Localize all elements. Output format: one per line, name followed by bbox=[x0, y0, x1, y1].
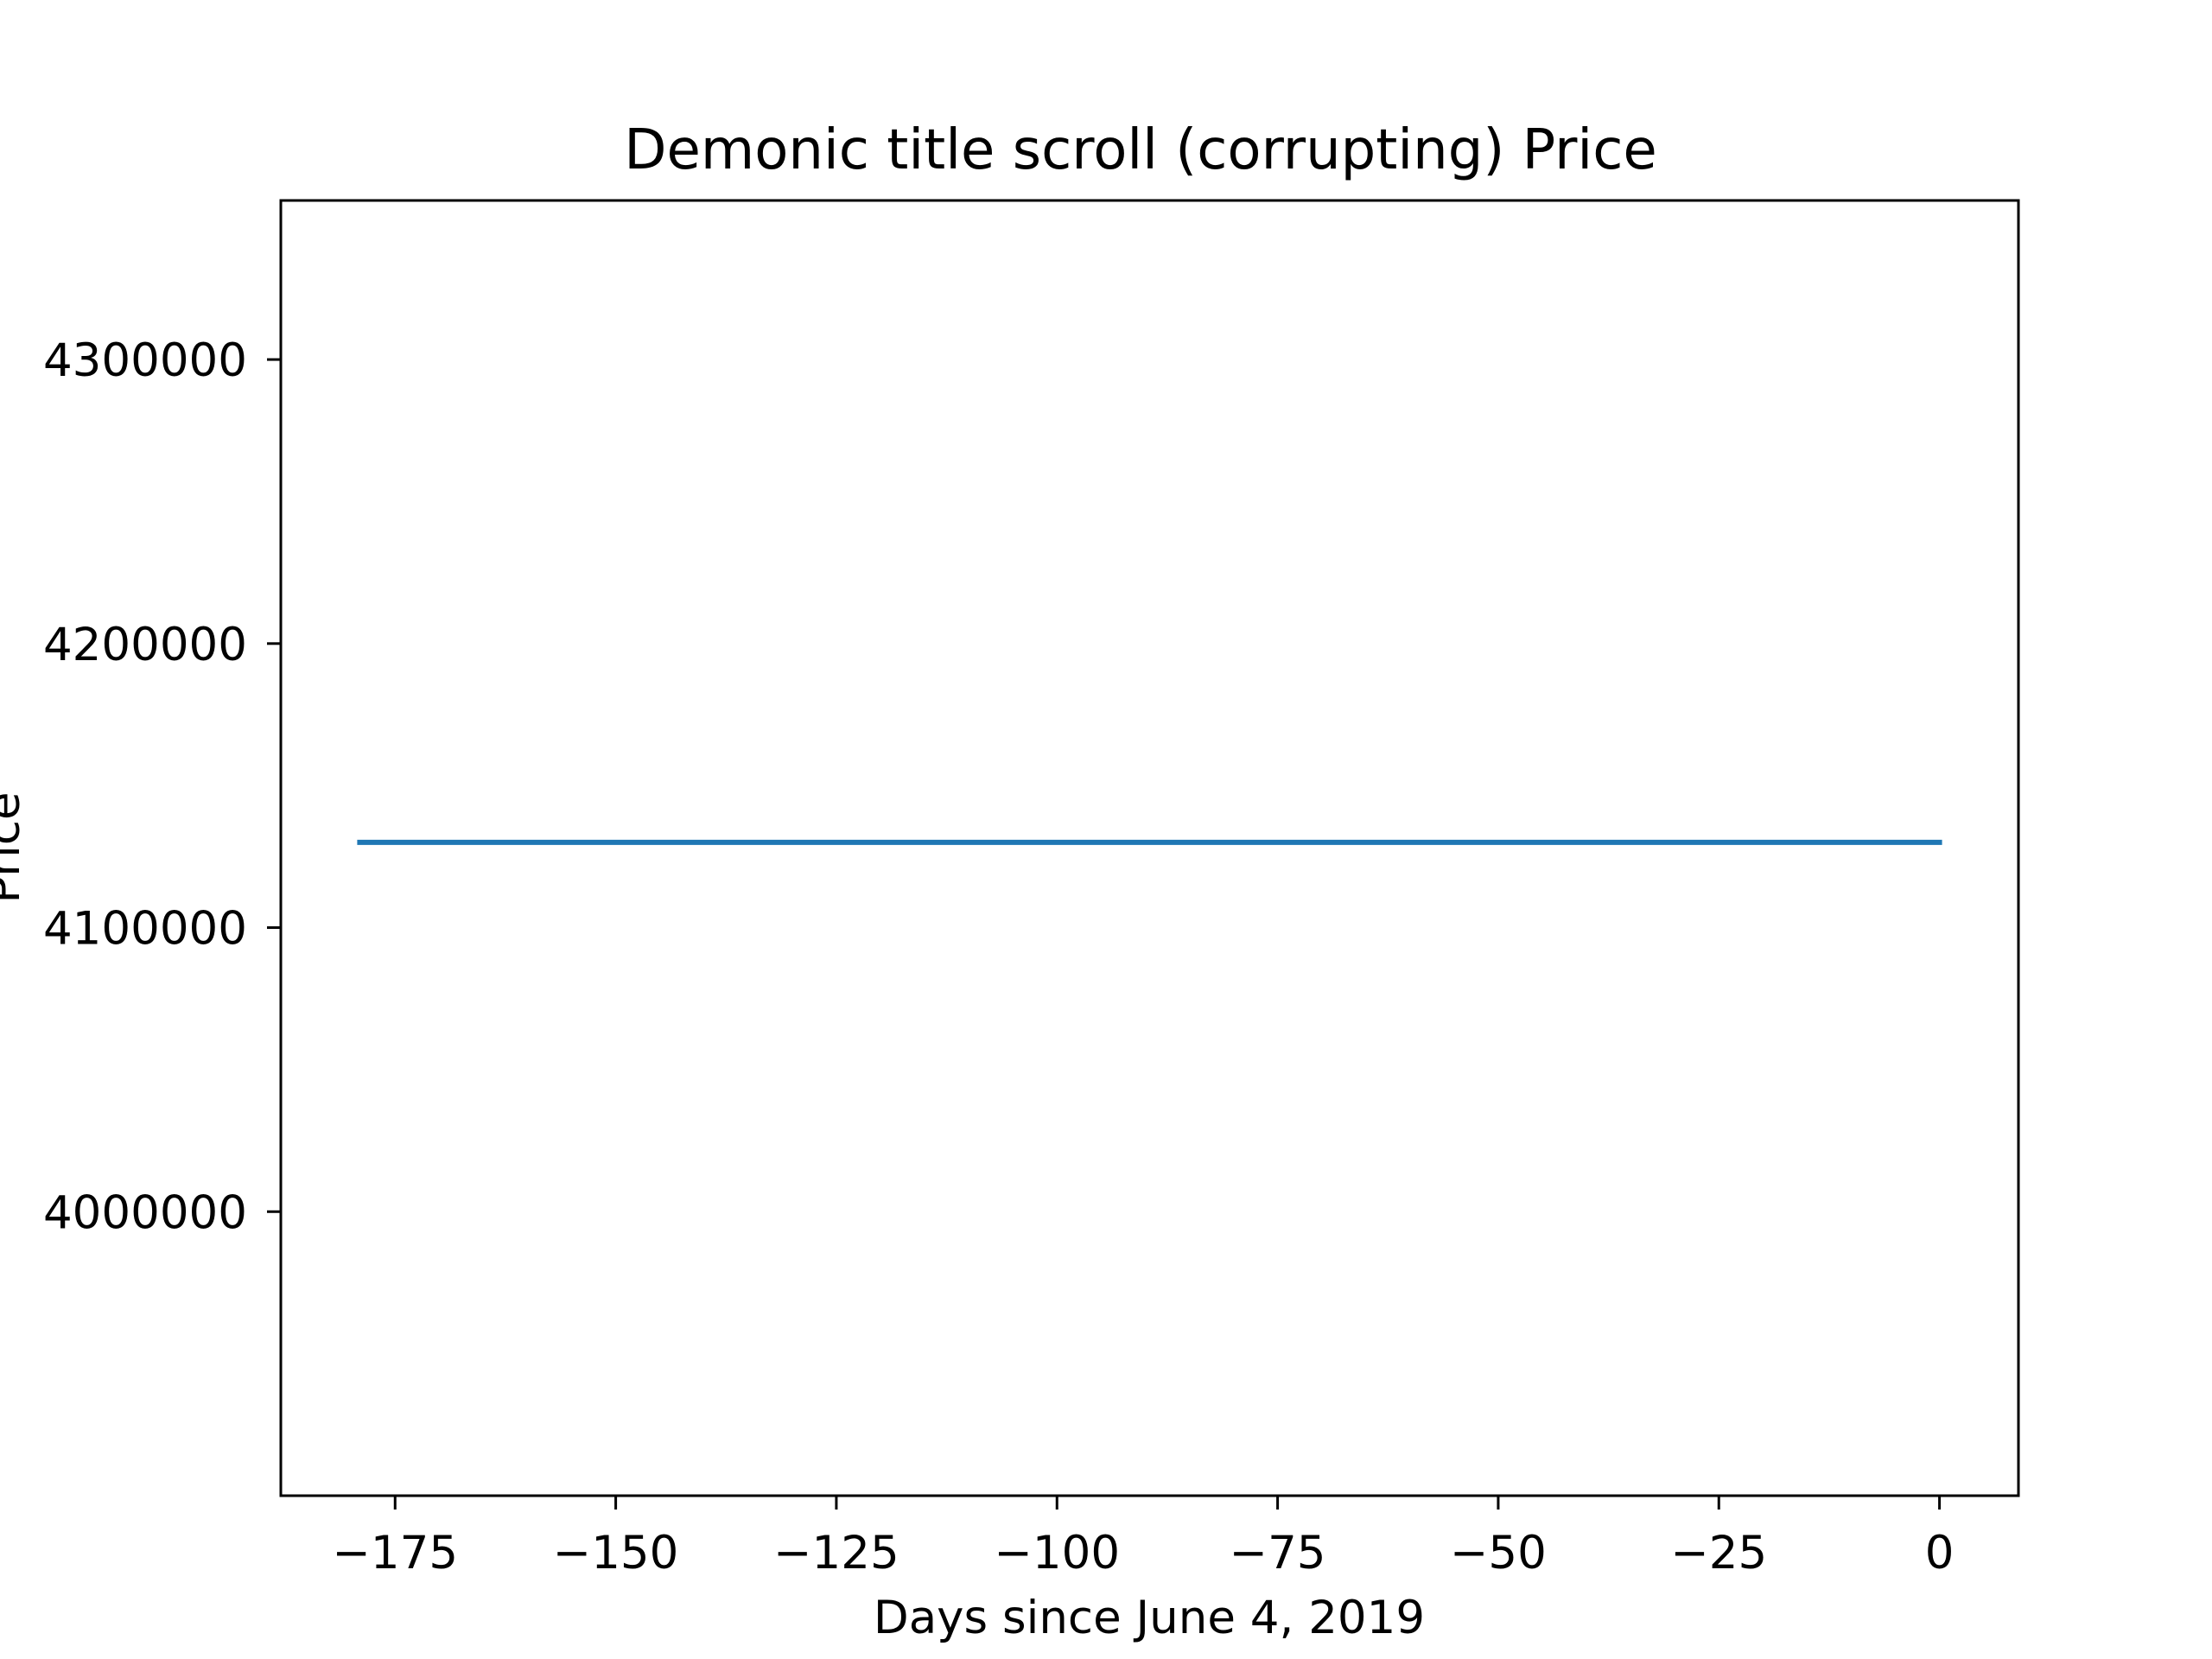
x-tick-label: −150 bbox=[553, 1527, 679, 1580]
x-axis: −175 −150 −125 −100 −75 −50 −25 0 bbox=[332, 1496, 1954, 1580]
y-tick-label: 4100000 bbox=[43, 903, 247, 956]
y-tick-label: 4200000 bbox=[43, 619, 247, 671]
y-axis: 4000000 4100000 4200000 4300000 bbox=[43, 334, 281, 1239]
x-tick-label: 0 bbox=[1925, 1527, 1955, 1580]
x-tick-label: −100 bbox=[994, 1527, 1120, 1580]
x-axis-label: Days since June 4, 2019 bbox=[874, 1592, 1425, 1644]
y-tick-label: 4000000 bbox=[43, 1186, 247, 1239]
plot-frame bbox=[279, 199, 2020, 1497]
y-axis-label: Price bbox=[0, 791, 30, 903]
x-tick-label: −125 bbox=[773, 1527, 899, 1580]
x-tick-label: −25 bbox=[1670, 1527, 1767, 1580]
y-tick-label: 4300000 bbox=[43, 334, 247, 387]
x-tick-label: −75 bbox=[1230, 1527, 1326, 1580]
x-tick-label: −175 bbox=[332, 1527, 458, 1580]
chart-title: Demonic title scroll (corrupting) Price bbox=[624, 118, 1657, 182]
x-tick-label: −50 bbox=[1450, 1527, 1547, 1580]
